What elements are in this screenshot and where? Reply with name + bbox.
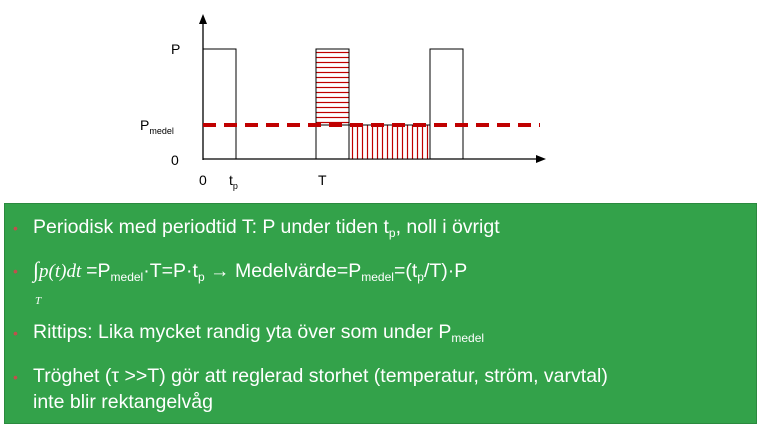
bullet-dot-icon: • [13, 220, 18, 236]
pulse-3 [429, 48, 464, 160]
label-zero-y: 0 [171, 152, 179, 168]
bullet-dot-icon: • [13, 369, 18, 385]
gap-below-mean-hatch [348, 124, 431, 160]
label-tp: tp [229, 172, 238, 191]
pulse-2-below-mean [315, 124, 350, 160]
pwm-diagram: P Pmedel 0 0 tp T [140, 14, 546, 191]
pulse-2-above-mean-hatch [315, 48, 350, 126]
bullet-box: • Periodisk med periodtid T: P under tid… [4, 203, 757, 424]
x-axis-arrow-icon [536, 155, 546, 163]
pulse-1 [202, 48, 237, 160]
label-T: T [318, 172, 327, 188]
label-zero-x: 0 [199, 172, 207, 188]
bullet-dot-icon: • [13, 263, 18, 279]
label-P: P [171, 41, 180, 57]
y-axis-arrow-icon [199, 14, 207, 24]
label-Pmedel: Pmedel [140, 117, 174, 136]
bullet-dot-icon: • [13, 325, 18, 341]
integral-formula: ∫p(t)dt T [33, 257, 82, 308]
